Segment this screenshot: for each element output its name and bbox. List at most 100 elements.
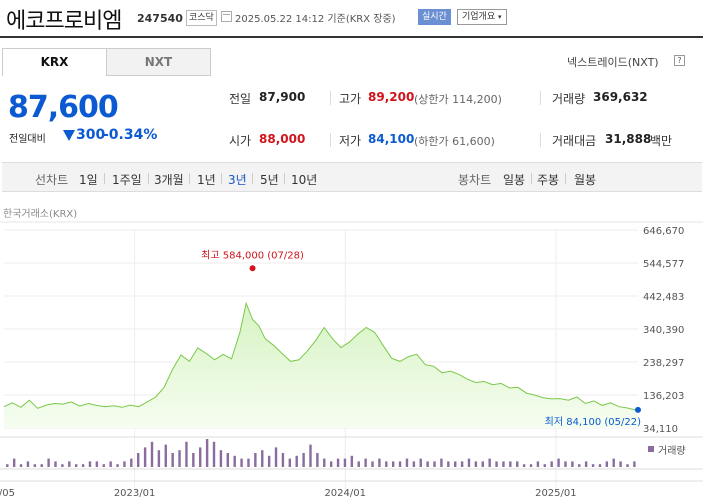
company-overview-button[interactable]: 기업개요 ▾ bbox=[457, 9, 507, 25]
volume-bar bbox=[219, 450, 223, 467]
volume-bar bbox=[54, 461, 57, 467]
volume-bar bbox=[81, 464, 85, 467]
period-3y[interactable]: 3년 bbox=[228, 173, 247, 187]
stock-code: 247540 bbox=[137, 12, 183, 25]
volume-bar bbox=[536, 461, 540, 467]
volume-bar bbox=[61, 464, 64, 467]
volume-bar bbox=[205, 439, 209, 467]
period-3m[interactable]: 3개월 bbox=[154, 173, 184, 187]
volume-bar bbox=[460, 461, 464, 467]
volume-bar bbox=[130, 458, 133, 467]
volume-bar bbox=[578, 464, 581, 467]
price-line bbox=[3, 301, 639, 412]
y-tick-label: 544,577 bbox=[643, 259, 684, 270]
change-label: 전일대비 bbox=[9, 134, 46, 145]
period-10y[interactable]: 10년 bbox=[291, 173, 318, 187]
current-price: 87,600 bbox=[8, 90, 119, 125]
high-label: 고가 bbox=[339, 92, 362, 106]
tab-krx[interactable]: KRX bbox=[2, 48, 107, 76]
volume-bar bbox=[426, 461, 429, 467]
period-1w[interactable]: 1주일 bbox=[112, 173, 142, 187]
volume-bar bbox=[584, 461, 588, 467]
x-tick-label: 2022/05 bbox=[0, 488, 15, 499]
divider bbox=[221, 173, 222, 184]
volume-bar bbox=[481, 461, 484, 467]
y-tick-label: 238,297 bbox=[643, 358, 684, 369]
chart-source: 한국거래소(KRX) bbox=[3, 209, 78, 220]
volume-label: 거래량 bbox=[658, 445, 686, 457]
header: 에코프로비엠 247540 코스닥 2025.05.22 14:12 기준(KR… bbox=[0, 0, 703, 36]
help-icon[interactable]: ? bbox=[674, 55, 685, 66]
tab-nxt[interactable]: NXT bbox=[106, 48, 211, 76]
period-bar: 선차트 1일 1주일 3개월 1년 3년 5년 10년 봉차트 일봉 주봉 월봉 bbox=[2, 162, 702, 192]
y-tick-label: 34,110 bbox=[643, 424, 678, 435]
volume-bar bbox=[19, 464, 23, 467]
volume-bar bbox=[516, 461, 519, 467]
prev-close-label: 전일 bbox=[229, 92, 252, 106]
volume-bar bbox=[254, 453, 257, 467]
period-5y[interactable]: 5년 bbox=[260, 173, 279, 187]
volume-bar bbox=[371, 461, 374, 467]
divider bbox=[252, 173, 253, 184]
volume-bar bbox=[143, 447, 147, 467]
high-marker bbox=[249, 265, 256, 272]
volume-bar bbox=[281, 453, 285, 467]
open-label: 시가 bbox=[229, 134, 252, 148]
price-area bbox=[4, 303, 638, 428]
volume-bar bbox=[88, 461, 92, 467]
divider bbox=[104, 173, 105, 184]
volume-bar bbox=[454, 461, 457, 467]
period-1y[interactable]: 1년 bbox=[197, 173, 216, 187]
y-tick-label: 442,483 bbox=[643, 292, 684, 303]
divider bbox=[284, 173, 285, 184]
y-tick-label: 340,390 bbox=[643, 325, 684, 336]
volume-legend-swatch bbox=[648, 446, 654, 452]
volume-bar bbox=[288, 458, 292, 467]
volume-bar bbox=[316, 453, 319, 467]
volume-bar bbox=[26, 461, 30, 467]
volume-bar bbox=[240, 458, 243, 467]
volume-bar bbox=[199, 447, 202, 467]
volume-bar bbox=[440, 458, 443, 467]
line-chart-label: 선차트 bbox=[35, 173, 69, 187]
divider bbox=[565, 173, 566, 184]
volume-bar bbox=[543, 464, 547, 467]
period-monthly[interactable]: 월봉 bbox=[574, 173, 597, 187]
volume-bar bbox=[102, 464, 105, 467]
nxt-trade-label: 넥스트레이드(NXT) bbox=[567, 56, 659, 69]
stock-name: 에코프로비엠 bbox=[6, 9, 122, 34]
volume-bar bbox=[109, 461, 112, 467]
period-1d[interactable]: 1일 bbox=[79, 173, 98, 187]
period-weekly[interactable]: 주봉 bbox=[537, 173, 560, 187]
volume-bar bbox=[323, 458, 326, 467]
period-daily[interactable]: 일봉 bbox=[503, 173, 526, 187]
divider bbox=[540, 133, 541, 147]
volume-bar bbox=[164, 444, 167, 467]
volume-bar bbox=[412, 461, 416, 467]
x-tick-label: 2025/01 bbox=[535, 488, 577, 499]
volume-bar bbox=[95, 461, 99, 467]
volume-bar bbox=[336, 458, 340, 467]
trade-value-label: 거래대금 bbox=[552, 134, 597, 148]
low-label: 저가 bbox=[339, 134, 362, 148]
volume-bar bbox=[398, 461, 402, 467]
volume-value: 369,632 bbox=[593, 90, 648, 104]
volume-bar bbox=[474, 461, 478, 467]
volume-bar bbox=[267, 455, 271, 467]
calendar-icon bbox=[221, 11, 232, 22]
volume-bar bbox=[605, 461, 609, 467]
volume-bar bbox=[247, 458, 250, 467]
volume-bar bbox=[385, 461, 388, 467]
volume-bar bbox=[502, 461, 505, 467]
volume-bar bbox=[598, 464, 602, 467]
volume-bar bbox=[619, 461, 622, 467]
volume-bar bbox=[185, 441, 188, 467]
volume-bar bbox=[550, 461, 553, 467]
volume-bar bbox=[447, 461, 450, 467]
volume-label: 거래량 bbox=[552, 92, 586, 106]
volume-bar bbox=[405, 458, 409, 467]
volume-bar bbox=[467, 458, 471, 467]
high-annotation: 최고 584,000 (07/28) bbox=[201, 249, 304, 261]
trade-value: 31,888 bbox=[605, 132, 652, 146]
